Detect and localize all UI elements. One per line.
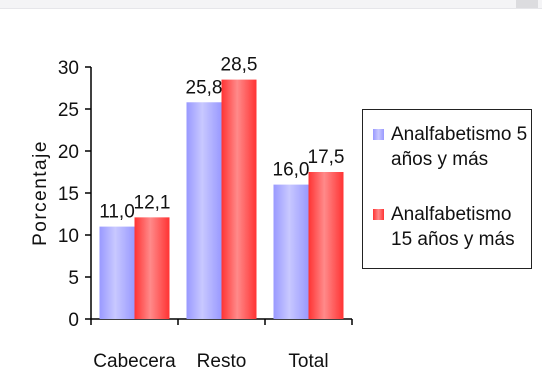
window-corner bbox=[516, 0, 538, 8]
legend-swatch-series-1 bbox=[373, 129, 384, 140]
legend-label-series-2: Analfabetismo 15 años y más bbox=[391, 204, 515, 250]
data-label: 25,8 bbox=[186, 77, 223, 98]
data-label: 12,1 bbox=[134, 192, 171, 213]
y-tick-label: 10 bbox=[58, 226, 79, 247]
x-tick-label: Cabecera bbox=[93, 351, 176, 372]
y-tick-label: 25 bbox=[58, 100, 79, 121]
bar-2 bbox=[308, 172, 344, 319]
y-tick-label: 0 bbox=[68, 310, 79, 331]
y-axis-label: Porcentaje bbox=[30, 140, 51, 246]
x-tick-label: Resto bbox=[197, 351, 247, 372]
bar-2 bbox=[134, 217, 170, 319]
y-tick-label: 30 bbox=[58, 58, 79, 79]
legend-item-series-1: Analfabetismo 5 años y más bbox=[373, 122, 531, 172]
bar-1 bbox=[99, 226, 135, 319]
data-label: 28,5 bbox=[221, 55, 258, 76]
bar-2 bbox=[221, 79, 257, 319]
data-label: 11,0 bbox=[99, 202, 135, 223]
data-label: 16,0 bbox=[273, 160, 310, 181]
bar-1 bbox=[186, 102, 222, 319]
y-tick-label: 15 bbox=[58, 184, 79, 205]
legend-label-series-1: Analfabetismo 5 años y más bbox=[391, 124, 528, 170]
window-top-border bbox=[0, 0, 542, 9]
y-tick-label: 20 bbox=[58, 142, 79, 163]
y-tick-label: 5 bbox=[68, 268, 79, 289]
legend-swatch-series-2 bbox=[373, 209, 384, 220]
bar-1 bbox=[273, 184, 309, 319]
x-tick-label: Total bbox=[288, 351, 328, 372]
legend: Analfabetismo 5 años y más Analfabetismo… bbox=[362, 109, 532, 269]
legend-item-series-2: Analfabetismo 15 años y más bbox=[373, 202, 531, 252]
data-label: 17,5 bbox=[308, 147, 345, 168]
